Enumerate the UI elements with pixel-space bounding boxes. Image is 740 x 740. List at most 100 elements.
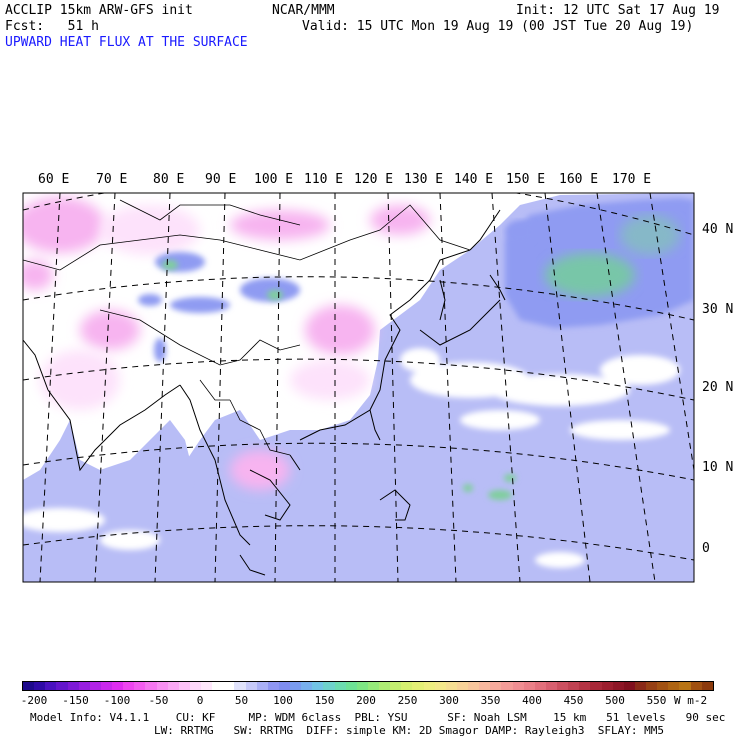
valid-time: Valid: 15 UTC Mon 19 Aug 19 (00 JST Tue … bbox=[302, 19, 694, 34]
lon-label-170e: 170 E bbox=[612, 172, 652, 187]
colorbar-swatch bbox=[512, 682, 524, 690]
colorbar-swatch bbox=[145, 682, 157, 690]
colorbar-swatch bbox=[234, 682, 246, 690]
colorbar-swatch bbox=[590, 682, 602, 690]
colorbar-swatch bbox=[67, 682, 79, 690]
colorbar-swatch bbox=[579, 682, 591, 690]
colorbar-swatch bbox=[178, 682, 190, 690]
colorbar-swatch bbox=[523, 682, 535, 690]
nw-pacific-high-flux bbox=[545, 253, 635, 297]
lon-label-150e: 150 E bbox=[506, 172, 546, 187]
colorbar-swatch bbox=[690, 682, 702, 690]
colorbar-tick-label: 200 bbox=[356, 694, 376, 707]
colorbar-swatch bbox=[334, 682, 346, 690]
lon-label-90e: 90 E bbox=[205, 172, 237, 187]
colorbar-swatch bbox=[434, 682, 446, 690]
colorbar-swatch bbox=[312, 682, 324, 690]
colorbar-swatch bbox=[278, 682, 290, 690]
model-info-line1: Model Info: V4.1.1 CU: KF MP: WDM 6class… bbox=[30, 711, 726, 724]
colorbar-swatch bbox=[112, 682, 124, 690]
lat-label-30n: 30 N bbox=[702, 302, 734, 317]
colorbar-swatch bbox=[301, 682, 313, 690]
colorbar-tick-label: 250 bbox=[397, 694, 418, 707]
ocean-indian-field bbox=[23, 420, 240, 582]
colorbar-swatch bbox=[479, 682, 491, 690]
lon-label-160e: 160 E bbox=[559, 172, 599, 187]
colorbar-tick-label: 0 bbox=[196, 694, 204, 707]
colorbar-swatch bbox=[568, 682, 580, 690]
colorbar-swatch bbox=[123, 682, 135, 690]
lat-label-10n: 10 N bbox=[702, 460, 734, 475]
ocean-white-patches bbox=[23, 348, 680, 568]
colorbar-swatch bbox=[468, 682, 480, 690]
model-info-line2: LW: RRTMG SW: RRTMG DIFF: simple KM: 2D … bbox=[154, 724, 664, 737]
colorbar-swatch bbox=[557, 682, 569, 690]
colorbar-swatch bbox=[390, 682, 402, 690]
colorbar-tick-label: 300 bbox=[439, 694, 459, 707]
lat-label-40n: 40 N bbox=[702, 222, 734, 237]
colorbar-swatch bbox=[34, 682, 46, 690]
colorbar-swatch bbox=[201, 682, 213, 690]
colorbar-swatch bbox=[167, 682, 179, 690]
colorbar-swatch bbox=[212, 682, 224, 690]
colorbar-swatch bbox=[545, 682, 557, 690]
colorbar-swatch bbox=[356, 682, 368, 690]
lat-label-0: 0 bbox=[702, 541, 710, 556]
colorbar-swatch bbox=[323, 682, 335, 690]
coastlines bbox=[23, 209, 506, 576]
colorbar-swatch bbox=[657, 682, 669, 690]
colorbar-swatch bbox=[445, 682, 457, 690]
colorbar-swatch bbox=[223, 682, 235, 690]
colorbar-swatch bbox=[367, 682, 379, 690]
colorbar-swatch bbox=[78, 682, 90, 690]
lon-label-130e: 130 E bbox=[404, 172, 444, 187]
colorbar-swatch bbox=[345, 682, 357, 690]
lon-label-70e: 70 E bbox=[96, 172, 128, 187]
colorbar-swatch bbox=[490, 682, 502, 690]
colorbar-swatch bbox=[189, 682, 201, 690]
colorbar-swatch bbox=[290, 682, 302, 690]
colorbar-swatch bbox=[646, 682, 658, 690]
lon-label-110e: 110 E bbox=[304, 172, 344, 187]
organization: NCAR/MMM bbox=[272, 3, 335, 18]
colorbar-swatch bbox=[89, 682, 101, 690]
colorbar-tick-label: 500 bbox=[605, 694, 625, 707]
colorbar-tick-label: 550 bbox=[646, 694, 667, 707]
colorbar-swatch bbox=[379, 682, 391, 690]
forecast-hour: Fcst: 51 h bbox=[5, 19, 99, 34]
colorbar-swatch bbox=[668, 682, 680, 690]
field-title: UPWARD HEAT FLUX AT THE SURFACE bbox=[5, 35, 248, 50]
map-frame bbox=[22, 192, 695, 583]
colorbar-swatch bbox=[401, 682, 413, 690]
model-title: ACCLIP 15km ARW-GFS init bbox=[5, 3, 193, 18]
graticule bbox=[23, 193, 694, 582]
lat-label-20n: 20 N bbox=[702, 380, 734, 395]
colorbar-swatch bbox=[501, 682, 513, 690]
colorbar-swatch bbox=[679, 682, 691, 690]
colorbar-swatch bbox=[701, 682, 713, 690]
colorbar-tick-label: -150 bbox=[62, 694, 89, 707]
colorbar-swatch bbox=[634, 682, 646, 690]
colorbar-swatch bbox=[412, 682, 424, 690]
colorbar-swatch bbox=[56, 682, 68, 690]
colorbar-swatch bbox=[423, 682, 435, 690]
colorbar bbox=[22, 681, 714, 691]
colorbar-tick-label: -50 bbox=[148, 694, 169, 707]
colorbar-units: W m-2 bbox=[674, 694, 708, 707]
colorbar-swatch bbox=[23, 682, 35, 690]
lon-label-80e: 80 E bbox=[153, 172, 185, 187]
colorbar-swatch bbox=[267, 682, 279, 690]
colorbar-swatch bbox=[623, 682, 635, 690]
colorbar-swatch bbox=[534, 682, 546, 690]
colorbar-swatch bbox=[456, 682, 468, 690]
colorbar-swatch bbox=[156, 682, 168, 690]
colorbar-tick-label: 50 bbox=[234, 694, 249, 707]
colorbar-swatch bbox=[45, 682, 57, 690]
colorbar-swatch bbox=[100, 682, 112, 690]
colorbar-tick-label: -200 bbox=[20, 694, 48, 707]
colorbar-tick-label: -100 bbox=[103, 694, 131, 707]
colorbar-swatch bbox=[601, 682, 613, 690]
colorbar-swatch bbox=[612, 682, 624, 690]
colorbar-tick-label: 150 bbox=[314, 694, 335, 707]
